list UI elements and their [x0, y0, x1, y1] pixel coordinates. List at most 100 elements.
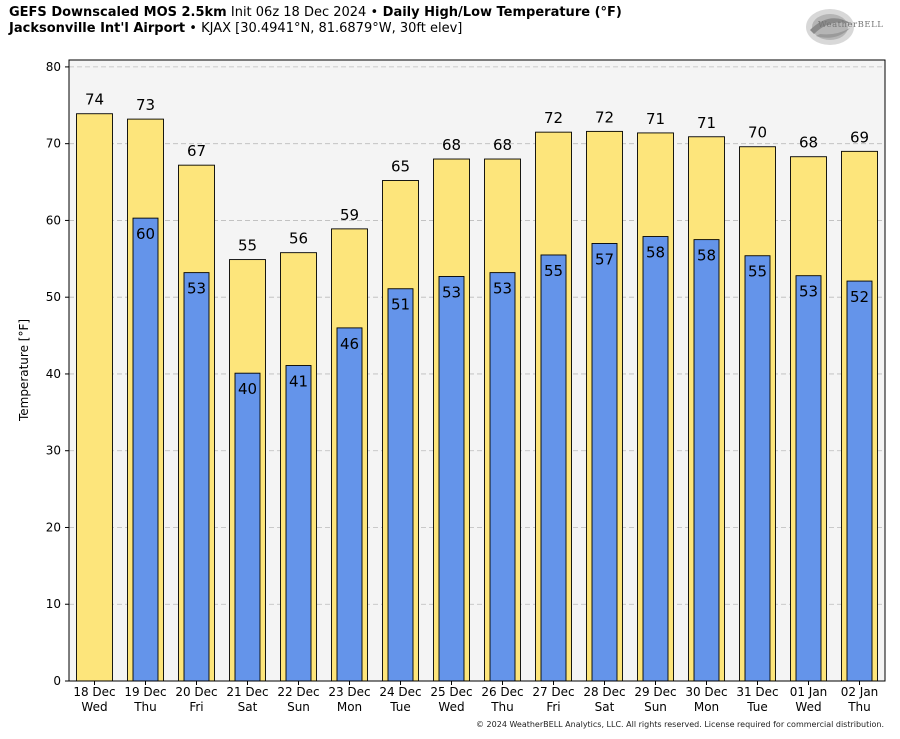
low-temp-bar [234, 372, 261, 682]
low-temp-label: 53 [442, 283, 461, 301]
x-tick-day-label: Tue [389, 700, 411, 714]
high-temp-bar [76, 113, 113, 682]
x-tick-date-label: 27 Dec [532, 685, 574, 699]
x-tick-day-label: Fri [546, 700, 560, 714]
low-temp-bar [132, 217, 159, 682]
x-tick-date-label: 26 Dec [481, 685, 523, 699]
low-temp-bar [336, 327, 363, 682]
low-temp-bar [183, 272, 210, 682]
x-tick-date-label: 29 Dec [634, 685, 676, 699]
x-tick-date-label: 22 Dec [277, 685, 319, 699]
header-model-title: GEFS Downscaled MOS 2.5km [9, 5, 227, 20]
x-tick-day-label: Sat [595, 700, 615, 714]
low-temp-bar [846, 280, 873, 682]
high-temp-label: 73 [136, 96, 155, 114]
x-tick-date-label: 19 Dec [124, 685, 166, 699]
x-tick-date-label: 23 Dec [328, 685, 370, 699]
x-tick-day-label: Sun [644, 700, 667, 714]
low-temp-label: 55 [544, 262, 563, 280]
x-tick-date-label: 20 Dec [175, 685, 217, 699]
high-temp-label: 68 [799, 134, 818, 152]
low-temp-label: 53 [187, 280, 206, 298]
low-temp-label: 58 [697, 247, 716, 265]
high-temp-label: 69 [850, 128, 869, 146]
low-temp-bar [387, 288, 414, 682]
chart-header: GEFS Downscaled MOS 2.5km Init 06z 18 De… [9, 5, 622, 37]
high-temp-label: 68 [493, 136, 512, 154]
weatherbell-logo-icon [806, 9, 854, 45]
low-temp-label: 53 [493, 280, 512, 298]
x-tick-date-label: 21 Dec [226, 685, 268, 699]
header-station-name: Jacksonville Int'l Airport [9, 21, 186, 36]
low-temp-bar [489, 272, 516, 682]
x-tick-date-label: 02 Jan [841, 685, 879, 699]
high-temp-label: 72 [595, 108, 614, 126]
low-temp-label: 40 [238, 380, 257, 398]
x-tick-day-label: Thu [490, 700, 514, 714]
low-temp-bar [438, 276, 465, 682]
low-temp-bar [795, 275, 822, 682]
high-temp-label: 72 [544, 109, 563, 127]
low-temp-bar [540, 254, 567, 682]
x-tick-day-label: Wed [795, 700, 821, 714]
high-temp-label: 70 [748, 124, 767, 142]
x-tick-day-label: Wed [438, 700, 464, 714]
y-tick-label: 30 [46, 444, 61, 458]
high-temp-label: 56 [289, 230, 308, 248]
high-temp-label: 68 [442, 136, 461, 154]
x-tick-day-label: Mon [337, 700, 362, 714]
x-tick-day-label: Sun [287, 700, 310, 714]
header-product-title: Daily High/Low Temperature (°F) [378, 5, 622, 20]
y-tick-label: 70 [46, 137, 61, 151]
y-tick-label: 50 [46, 290, 61, 304]
low-temp-label: 57 [595, 250, 614, 268]
x-tick-date-label: 25 Dec [430, 685, 472, 699]
low-temp-bar [285, 365, 312, 682]
y-tick-label: 10 [46, 597, 61, 611]
y-tick-label: 60 [46, 213, 61, 227]
low-temp-label: 41 [289, 373, 308, 391]
high-temp-label: 59 [340, 206, 359, 224]
x-tick-day-label: Thu [847, 700, 871, 714]
low-temp-label: 58 [646, 244, 665, 262]
low-temp-label: 55 [748, 263, 767, 281]
low-temp-bar [744, 255, 771, 682]
low-temp-label: 46 [340, 335, 359, 353]
header-init-time: Init 06z 18 Dec 2024 [226, 5, 371, 20]
x-tick-day-label: Tue [746, 700, 768, 714]
x-tick-day-label: Mon [694, 700, 719, 714]
low-temp-label: 52 [850, 288, 869, 306]
y-tick-label: 20 [46, 520, 61, 534]
x-tick-date-label: 01 Jan [790, 685, 828, 699]
header-line-1: GEFS Downscaled MOS 2.5km Init 06z 18 De… [9, 5, 622, 21]
logo-text: WeatherBELL [818, 20, 884, 30]
x-tick-date-label: 28 Dec [583, 685, 625, 699]
header-line-2: Jacksonville Int'l Airport • KJAX [30.49… [9, 21, 622, 37]
x-tick-date-label: 18 Dec [73, 685, 115, 699]
high-temp-label: 74 [85, 91, 104, 109]
y-tick-label: 0 [53, 674, 61, 688]
y-tick-label: 40 [46, 367, 61, 381]
high-temp-label: 55 [238, 237, 257, 255]
header-station-info: KJAX [30.4941°N, 81.6879°W, 30ft elev] [196, 21, 463, 36]
low-temp-label: 53 [799, 283, 818, 301]
x-tick-day-label: Thu [133, 700, 157, 714]
x-tick-date-label: 30 Dec [685, 685, 727, 699]
high-temp-label: 67 [187, 142, 206, 160]
header-bullet-1: • [370, 5, 379, 20]
high-temp-label: 71 [646, 110, 665, 128]
copyright-notice: © 2024 WeatherBELL Analytics, LLC. All r… [476, 720, 884, 729]
x-tick-day-label: Fri [189, 700, 203, 714]
x-tick-date-label: 31 Dec [736, 685, 778, 699]
low-temp-bar [591, 243, 618, 682]
low-temp-bar [642, 236, 669, 682]
y-tick-label: 80 [46, 60, 61, 74]
high-temp-label: 65 [391, 158, 410, 176]
low-temp-bar [693, 239, 720, 682]
header-bullet-2: • [185, 21, 197, 36]
high-temp-label: 71 [697, 114, 716, 132]
x-tick-date-label: 24 Dec [379, 685, 421, 699]
x-tick-day-label: Sat [238, 700, 258, 714]
plot-frame [68, 59, 886, 682]
